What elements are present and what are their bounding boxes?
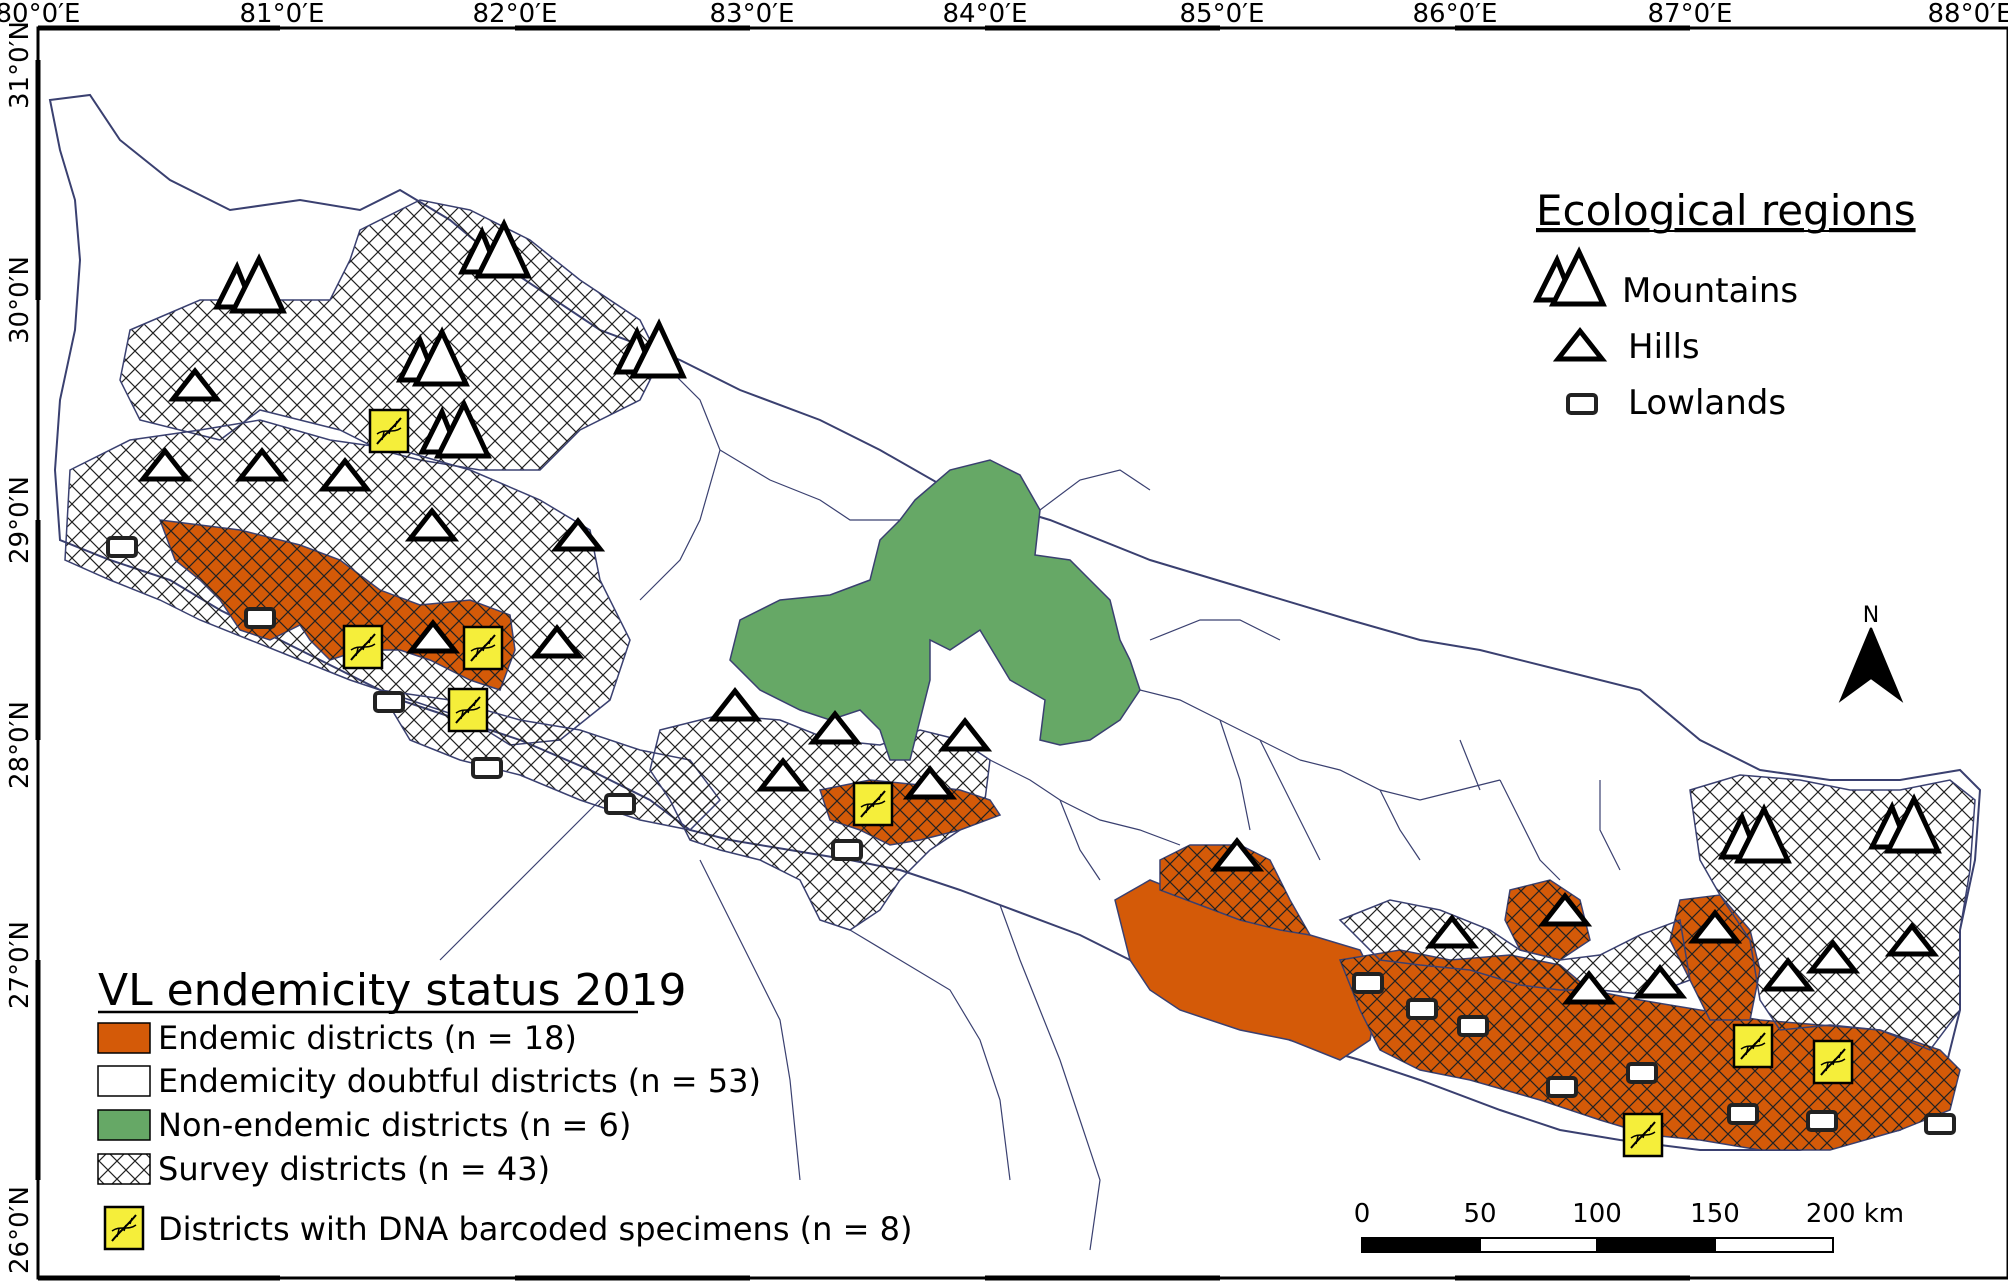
coord-left-5: 26°0′N [5,1186,35,1274]
legend-dna-label: Districts with DNA barcoded specimens (n… [158,1210,912,1248]
survey-east [1338,899,1691,996]
legend-mountains-label: Mountains [1622,271,1798,311]
legend-lowlands-label: Lowlands [1628,383,1786,423]
coord-left-4: 27°0′N [5,921,35,1009]
north-label: N [1863,603,1879,628]
scale-label-100: 100 [1572,1199,1622,1229]
legend-doubtful-label: Endemicity doubtful districts (n = 53) [158,1062,761,1100]
endemic-east-mid-hatch [1670,895,1760,1020]
coord-top-1: 81°0′E [240,0,325,29]
coord-left-0: 31°0′N [5,21,35,109]
non-endemic-districts [729,459,1141,761]
north-arrow: N [1838,603,1904,703]
legend-hills-label: Hills [1628,327,1700,367]
vl-legend-title: VL endemicity status 2019 [98,965,687,1016]
endemic-east-hatch [1340,950,1960,1150]
ecological-legend-title: Ecological regions [1536,186,1916,235]
coord-top-6: 86°0′E [1413,0,1498,29]
frame-ticks [35,25,1690,1281]
coord-top-2: 82°0′E [473,0,558,29]
legend-survey-label: Survey districts (n = 43) [158,1150,550,1188]
vl-endemicity-legend: VL endemicity status 2019 Endemic distri… [97,965,912,1251]
scale-label-0: 0 [1354,1199,1371,1229]
coord-top-3: 83°0′E [710,0,795,29]
legend-endemic-label: Endemic districts (n = 18) [158,1019,577,1057]
coord-top-7: 87°0′E [1648,0,1733,29]
endemic-east-upper-hatch [1160,845,1310,935]
top-coordinate-labels: 80°0′E 81°0′E 82°0′E 83°0′E 84°0′E 85°0′… [0,0,2008,29]
legend-non-endemic-label: Non-endemic districts (n = 6) [158,1106,631,1144]
coord-left-3: 28°0′N [5,701,35,789]
scale-label-200: 200 km [1806,1199,1904,1229]
scale-label-50: 50 [1463,1199,1496,1229]
coord-left-2: 29°0′N [5,476,35,564]
ecological-legend: Ecological regions Mountains Hills Lowla… [1536,186,1916,423]
coord-top-0: 80°0′E [0,0,80,29]
scale-label-150: 150 [1690,1199,1740,1229]
district-borders [439,359,1621,1251]
coord-left-1: 30°0′N [5,256,35,344]
coord-top-8: 88°0′E [1928,0,2008,29]
coord-top-4: 84°0′E [943,0,1028,29]
coord-top-5: 85°0′E [1180,0,1265,29]
scale-bar: 0 50 100 150 200 km [1354,1199,1904,1253]
left-coordinate-labels: 31°0′N 30°0′N 29°0′N 28°0′N 27°0′N 26°0′… [5,21,35,1274]
